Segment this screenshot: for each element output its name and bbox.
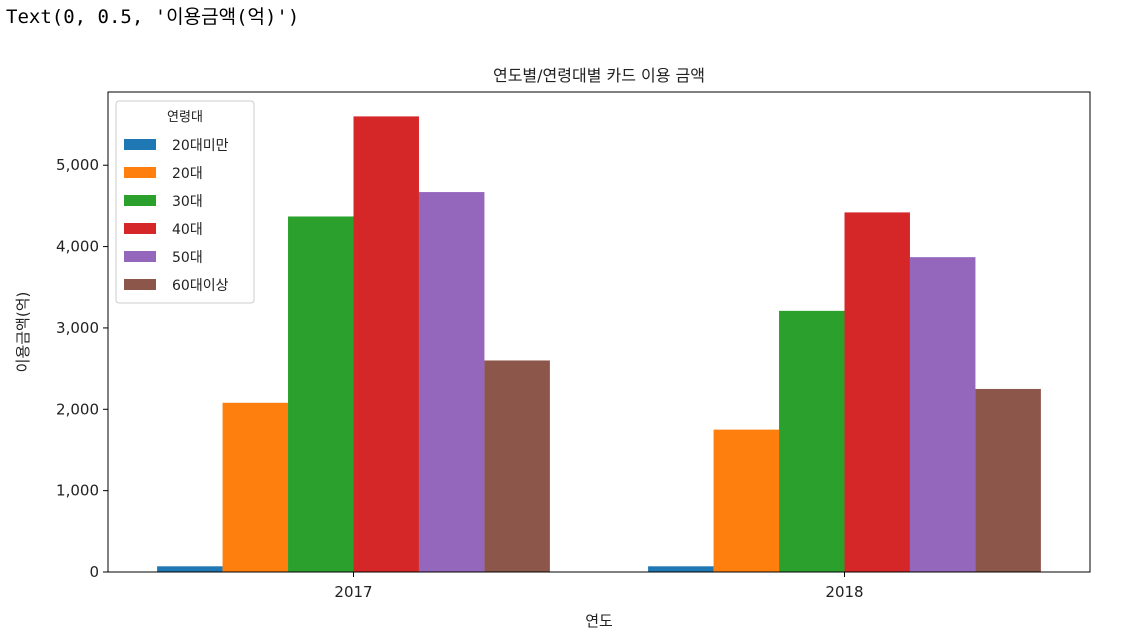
y-tick-label: 1,000 (56, 482, 99, 500)
bar (484, 360, 550, 572)
legend-label: 40대 (172, 222, 203, 238)
y-tick-label: 2,000 (56, 400, 99, 418)
cell-output-text: Text(0, 0.5, '이용금액(억)') (6, 6, 300, 28)
x-axis: 2017 2018 (334, 572, 864, 601)
bars-group (157, 116, 1041, 573)
legend-label: 30대 (172, 194, 203, 210)
y-tick-label: 3,000 (56, 319, 99, 337)
legend: 연령대 20대미만 20대 30대 40대 50대 60대이상 (115, 100, 255, 304)
bar (975, 388, 1041, 572)
legend-swatch (124, 167, 156, 178)
chart-title: 연도별/연령대별 카드 이용 금액 (493, 66, 705, 85)
y-tick-label: 0 (89, 563, 99, 581)
x-axis-label: 연도 (585, 612, 613, 630)
legend-swatch (124, 139, 156, 150)
legend-swatch (124, 195, 156, 206)
y-tick-label: 5,000 (56, 156, 99, 174)
bar (222, 402, 289, 572)
x-tick-label: 2018 (825, 583, 863, 601)
legend-title: 연령대 (167, 110, 203, 125)
legend-swatch (124, 251, 156, 262)
y-axis: 0 1,000 2,000 3,000 4,000 5,000 (56, 156, 108, 581)
bar (844, 212, 910, 572)
legend-swatch (124, 279, 156, 290)
bar (288, 216, 354, 572)
legend-label: 50대 (172, 250, 203, 266)
plot-frame (107, 91, 1091, 573)
legend-swatch (124, 223, 156, 234)
bar (779, 310, 845, 572)
legend-label: 60대이상 (172, 278, 229, 294)
x-tick-label: 2017 (334, 583, 372, 601)
y-tick-label: 4,000 (56, 238, 99, 256)
bar (648, 566, 714, 572)
legend-label: 20대미만 (172, 138, 229, 154)
bar (713, 429, 780, 572)
bar (353, 116, 419, 573)
legend-label: 20대 (172, 166, 203, 182)
bar (418, 192, 485, 572)
bar (157, 566, 223, 572)
y-axis-label: 이용금액(억) (14, 292, 32, 373)
bar (909, 257, 976, 572)
